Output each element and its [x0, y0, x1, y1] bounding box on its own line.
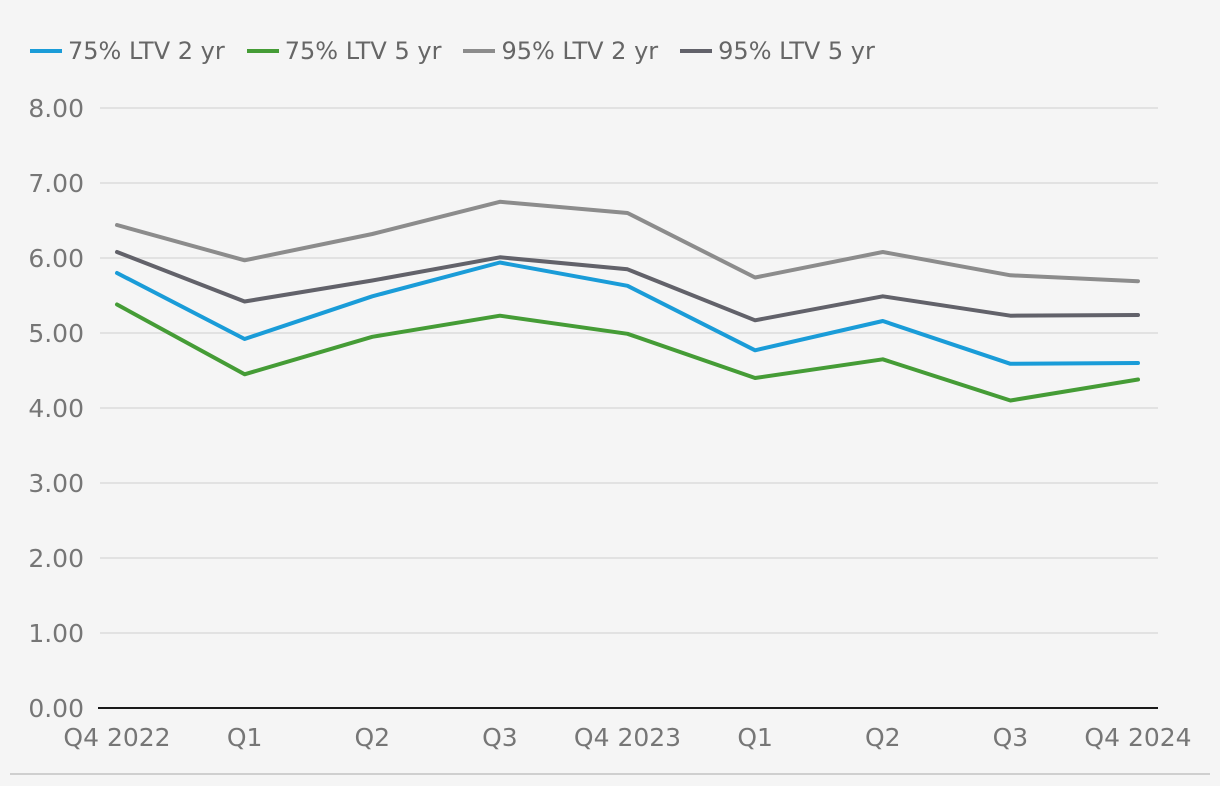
- series-line-95-ltv-2-yr: [115, 199, 1140, 284]
- y-tick-label: 8.00: [28, 94, 84, 123]
- x-tick-label: Q4 2024: [1084, 723, 1191, 752]
- y-tick-label: 3.00: [28, 469, 84, 498]
- legend-swatch-95-ltv-5yr: [680, 49, 713, 53]
- y-tick-label: 1.00: [28, 619, 84, 648]
- y-tick-label: 2.00: [28, 544, 84, 573]
- x-tick-label: Q4 2023: [574, 723, 681, 752]
- legend-item-75-ltv-2yr: 75% LTV 2 yr: [30, 37, 225, 65]
- x-tick-label: Q3: [482, 723, 518, 752]
- legend-label-95-ltv-2yr: 95% LTV 2 yr: [501, 37, 659, 65]
- legend-label-95-ltv-5yr: 95% LTV 5 yr: [718, 37, 875, 65]
- legend: 75% LTV 2 yr 75% LTV 5 yr 95% LTV 2 yr 9…: [30, 34, 897, 68]
- series-line-95-ltv-5-yr: [115, 250, 1140, 323]
- y-tick-label: 7.00: [28, 169, 84, 198]
- x-tick-label: Q1: [227, 723, 263, 752]
- legend-item-95-ltv-2yr: 95% LTV 2 yr: [463, 37, 658, 65]
- bottom-divider: [10, 773, 1210, 775]
- legend-label-75-ltv-2yr: 75% LTV 2 yr: [68, 37, 225, 65]
- legend-item-75-ltv-5yr: 75% LTV 5 yr: [246, 37, 442, 65]
- series-line-75-ltv-5-yr: [115, 302, 1140, 403]
- legend-swatch-95-ltv-2yr: [463, 49, 496, 53]
- x-tick-label: Q1: [737, 723, 773, 752]
- legend-item-95-ltv-5yr: 95% LTV 5 yr: [680, 37, 875, 65]
- x-tick-label: Q2: [354, 723, 390, 752]
- y-tick-label: 5.00: [28, 319, 84, 348]
- legend-label-75-ltv-5yr: 75% LTV 5 yr: [284, 37, 442, 65]
- y-tick-label: 4.00: [28, 394, 84, 423]
- y-tick-label: 0.00: [28, 694, 84, 723]
- x-tick-label: Q4 2022: [63, 723, 170, 752]
- x-tick-label: Q2: [865, 723, 901, 752]
- series-line-75-ltv-2-yr: [115, 260, 1140, 366]
- legend-swatch-75-ltv-2yr: [30, 49, 62, 53]
- y-tick-label: 6.00: [28, 244, 84, 273]
- legend-swatch-75-ltv-5yr: [246, 49, 279, 53]
- x-tick-label: Q3: [993, 723, 1029, 752]
